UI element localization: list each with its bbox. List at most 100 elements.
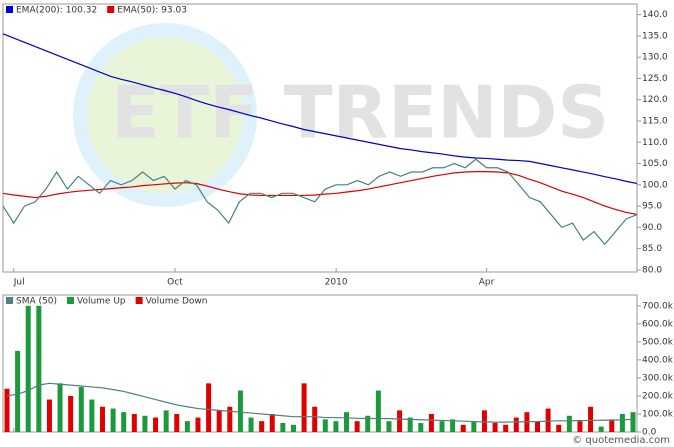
volume-bar bbox=[460, 424, 466, 432]
volume-bar bbox=[68, 395, 74, 432]
volume-bar bbox=[333, 421, 339, 432]
volume-bar bbox=[492, 422, 498, 432]
y-tick-label: 100.0k bbox=[642, 409, 674, 419]
volume-bar bbox=[163, 410, 169, 432]
credit: © quotemedia.com bbox=[572, 435, 670, 446]
y-tick-label: 130.0 bbox=[642, 53, 668, 63]
y-tick-label: 140.0 bbox=[642, 10, 668, 20]
volume-bar bbox=[280, 422, 286, 432]
volume-bar bbox=[206, 383, 212, 432]
legend-label: Volume Up bbox=[77, 297, 126, 307]
volume-bar bbox=[439, 421, 445, 432]
y-tick-label: 80.0 bbox=[642, 265, 662, 275]
price-frame bbox=[2, 3, 638, 273]
watermark-circle-inner bbox=[87, 37, 243, 193]
volume-bar bbox=[471, 421, 477, 432]
y-tick-label: 110.0 bbox=[642, 138, 668, 148]
volume-bar bbox=[577, 421, 583, 432]
volume-bar bbox=[142, 415, 148, 432]
y-tick-label: 500.0k bbox=[642, 337, 674, 347]
x-tick-label: Jul bbox=[13, 278, 25, 288]
volume-bar bbox=[598, 426, 604, 432]
volume-bar bbox=[237, 390, 243, 432]
series-line bbox=[2, 33, 638, 185]
legend-swatch bbox=[66, 297, 74, 304]
volume-bar bbox=[407, 417, 413, 432]
volume-bar bbox=[216, 410, 222, 432]
volume-bar bbox=[545, 408, 551, 432]
volume-bar bbox=[535, 421, 541, 432]
y-tick-label: 115.0 bbox=[642, 116, 668, 126]
volume-bar bbox=[619, 413, 625, 432]
volume-bar bbox=[301, 383, 307, 432]
volume-bar bbox=[418, 422, 424, 432]
volume-bar bbox=[15, 350, 21, 432]
volume-bar bbox=[99, 406, 105, 432]
volume-bar bbox=[630, 412, 636, 432]
y-tick-label: 85.0 bbox=[642, 244, 662, 254]
volume-bar bbox=[556, 424, 562, 432]
legend-label: SMA (50) bbox=[16, 297, 57, 307]
volume-bar bbox=[344, 412, 350, 432]
volume-bar bbox=[428, 413, 434, 432]
y-tick-label: 95.0 bbox=[642, 202, 662, 212]
watermark: ETF TRENDS bbox=[111, 71, 609, 155]
x-tick-label: Oct bbox=[167, 278, 183, 288]
volume-bar bbox=[609, 419, 615, 432]
volume-bar bbox=[481, 410, 487, 432]
volume-bar bbox=[450, 419, 456, 432]
y-tick-label: 300.0k bbox=[642, 373, 674, 383]
volume-bar bbox=[259, 421, 265, 432]
volume-bar bbox=[89, 399, 95, 432]
y-tick-label: 105.0 bbox=[642, 159, 668, 169]
volume-bar bbox=[503, 424, 509, 432]
volume-bar bbox=[121, 412, 127, 432]
volume-bar bbox=[354, 421, 360, 432]
volume-bar bbox=[312, 406, 318, 432]
volume-bar bbox=[588, 406, 594, 432]
y-tick-label: 125.0 bbox=[642, 74, 668, 84]
y-tick-label: 120.0 bbox=[642, 95, 668, 105]
legend-swatch bbox=[135, 297, 143, 304]
series-line bbox=[2, 158, 638, 246]
legend-label: EMA(200): 100.32 bbox=[16, 6, 97, 16]
y-tick-label: 600.0k bbox=[642, 319, 674, 329]
legend-label: Volume Down bbox=[146, 297, 208, 307]
x-tick-label: Apr bbox=[479, 278, 495, 288]
volume-bar bbox=[174, 413, 180, 432]
volume-bar bbox=[110, 408, 116, 432]
y-tick-label: 400.0k bbox=[642, 355, 674, 365]
volume-bar bbox=[57, 383, 63, 432]
legend-swatch bbox=[6, 297, 13, 304]
volume-bar bbox=[131, 413, 137, 432]
volume-bar bbox=[365, 415, 371, 432]
volume-frame bbox=[2, 294, 638, 433]
volume-bar bbox=[513, 417, 519, 432]
volume-bar bbox=[386, 421, 392, 432]
y-tick-label: 135.0 bbox=[642, 31, 668, 41]
legend-swatch bbox=[6, 6, 13, 13]
y-tick-label: 700.0k bbox=[642, 301, 674, 311]
volume-bar bbox=[195, 417, 201, 432]
volume-bar bbox=[4, 388, 10, 432]
y-tick-label: 0.0 bbox=[642, 428, 657, 438]
y-tick-label: 90.0 bbox=[642, 223, 662, 233]
volume-bar bbox=[290, 424, 296, 432]
sma-line bbox=[6, 382, 634, 423]
volume-bar bbox=[36, 305, 42, 432]
legend-swatch bbox=[107, 6, 115, 13]
volume-bar bbox=[78, 386, 84, 432]
volume-bar bbox=[375, 390, 381, 432]
volume-bar bbox=[269, 413, 275, 432]
volume-bar bbox=[25, 305, 31, 432]
volume-bar bbox=[322, 419, 328, 432]
volume-bar bbox=[397, 410, 403, 432]
volume-bar bbox=[184, 421, 190, 432]
volume-bar bbox=[227, 406, 233, 432]
volume-bar bbox=[46, 399, 52, 432]
x-tick-label: 2010 bbox=[325, 278, 348, 288]
volume-bar bbox=[566, 415, 572, 432]
volume-bar bbox=[248, 417, 254, 432]
legend-label: EMA(50): 93.03 bbox=[117, 6, 187, 16]
